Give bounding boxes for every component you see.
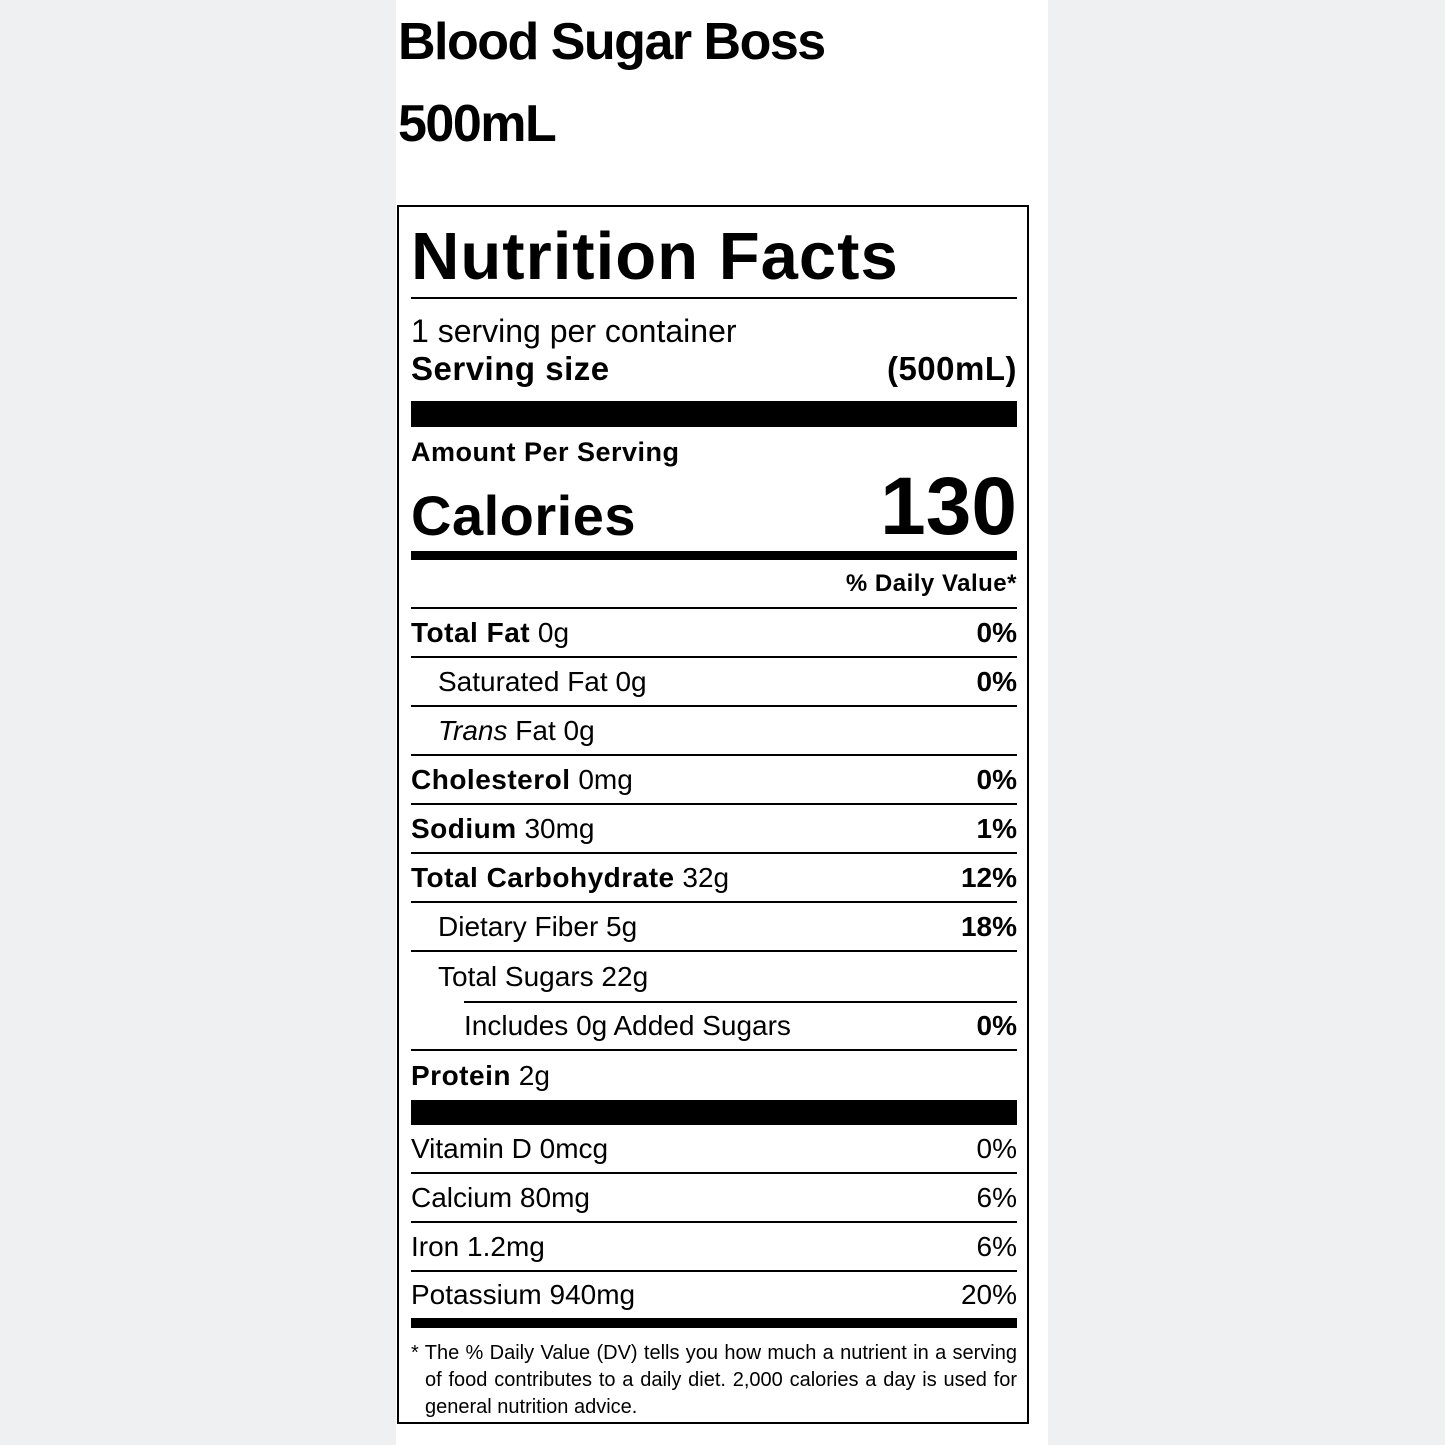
- vitamin-amount: 1.2mg: [467, 1230, 545, 1262]
- nutrient-row-cholesterol: Cholesterol 0mg 0%: [411, 756, 1017, 805]
- vitamin-dv: 20%: [960, 1279, 1017, 1310]
- vitamin-amount: 0mcg: [539, 1132, 609, 1164]
- nutrient-amount: 0g: [615, 665, 647, 697]
- nutrition-facts-label: Nutrition Facts 1 serving per container …: [397, 205, 1029, 1424]
- bottom-divider: [411, 1318, 1017, 1328]
- nutrient-name: Total Fat: [411, 616, 531, 648]
- nutrient-dv: 0%: [976, 1010, 1017, 1041]
- nutrient-row-sodium: Sodium 30mg 1%: [411, 805, 1017, 854]
- nutrient-amount: 0g: [563, 714, 595, 746]
- nutrient-row-saturated-fat: Saturated Fat 0g 0%: [411, 658, 1017, 707]
- nutrient-amount: 0mg: [578, 763, 633, 795]
- nutrient-name: Includes 0g Added Sugars: [464, 1010, 791, 1041]
- nutrient-amount: 0g: [537, 616, 570, 648]
- nutrient-amount: 2g: [518, 1059, 550, 1091]
- nutrient-name: Sodium: [411, 812, 517, 844]
- nutrient-name: Total Carbohydrate: [411, 861, 675, 893]
- nutrient-name: Protein: [411, 1059, 511, 1091]
- sugars-divider: [464, 1001, 1017, 1003]
- vitamin-dv: 0%: [976, 1132, 1017, 1164]
- nutrient-amount: 32g: [682, 861, 730, 893]
- vitamin-dv: 6%: [976, 1230, 1017, 1262]
- nutrient-dv: 0%: [976, 763, 1017, 795]
- vitamin-row-vitamin-d: Vitamin D 0mcg 0%: [411, 1125, 1017, 1174]
- vitamin-name: Iron: [411, 1230, 460, 1262]
- nutrient-row-trans-fat: Trans Fat 0g: [411, 707, 1017, 756]
- nutrient-amount: 5g: [606, 910, 638, 942]
- serving-size-label: Serving size: [411, 350, 610, 387]
- nutrient-dv: 1%: [976, 812, 1017, 844]
- vitamin-row-calcium: Calcium 80mg 6%: [411, 1174, 1017, 1223]
- vitamin-name: Calcium: [411, 1181, 513, 1213]
- nutrient-dv: 0%: [976, 616, 1017, 648]
- nutrient-name: Trans: [438, 714, 508, 746]
- thick-divider: [411, 1100, 1017, 1125]
- nutrient-name: Dietary Fiber: [438, 910, 599, 942]
- medium-divider: [411, 551, 1017, 560]
- product-name: Blood Sugar Boss: [398, 13, 826, 71]
- thick-divider: [411, 401, 1017, 427]
- vitamin-name: Potassium: [411, 1279, 542, 1310]
- vitamin-row-potassium: Potassium 940mg 20%: [411, 1272, 1017, 1318]
- nutrient-amount: 30mg: [524, 812, 595, 844]
- servings-per-container: 1 serving per container: [411, 313, 737, 349]
- nutrient-row-protein: Protein 2g: [411, 1051, 1017, 1100]
- label-title: Nutrition Facts: [411, 207, 1017, 299]
- nutrient-row-dietary-fiber: Dietary Fiber 5g 18%: [411, 903, 1017, 952]
- nutrient-amount: 22g: [601, 960, 649, 992]
- vitamin-name: Vitamin D: [411, 1132, 532, 1164]
- nutrient-dv: 0%: [976, 665, 1017, 697]
- calories-label: Calories: [411, 484, 636, 547]
- daily-value-header: % Daily Value*: [411, 560, 1017, 609]
- nutrient-name: Cholesterol: [411, 763, 571, 795]
- vitamin-row-iron: Iron 1.2mg 6%: [411, 1223, 1017, 1272]
- calories-row: Calories 130: [411, 461, 1017, 552]
- vitamin-amount: 940mg: [549, 1279, 636, 1310]
- product-size: 500mL: [398, 95, 557, 153]
- nutrient-name-suffix: Fat: [515, 714, 556, 746]
- nutrient-dv: 18%: [960, 910, 1017, 942]
- vitamin-amount: 80mg: [519, 1181, 590, 1213]
- calories-value: 130: [880, 461, 1017, 552]
- serving-size-value: (500mL): [886, 350, 1017, 387]
- nutrient-row-total-carbohydrate: Total Carbohydrate 32g 12%: [411, 854, 1017, 903]
- nutrient-name: Total Sugars: [438, 960, 594, 992]
- serving-size: Serving size (500mL): [411, 349, 1017, 389]
- amount-per-serving: Amount Per Serving: [411, 437, 680, 467]
- footnote: * The % Daily Value (DV) tells you how m…: [411, 1342, 1017, 1418]
- nutrient-row-total-fat: Total Fat 0g 0%: [411, 609, 1017, 658]
- nutrient-row-total-sugars: Total Sugars 22g: [411, 952, 1017, 1001]
- vitamin-dv: 6%: [976, 1181, 1017, 1213]
- nutrient-row-added-sugars: Includes 0g Added Sugars 0%: [411, 1003, 1017, 1051]
- nutrient-name: Saturated Fat: [438, 665, 608, 697]
- nutrient-dv: 12%: [960, 861, 1017, 893]
